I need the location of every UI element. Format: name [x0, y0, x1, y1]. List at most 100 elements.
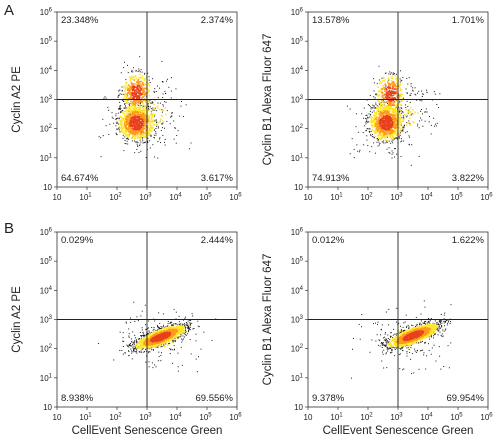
event-dot: [134, 86, 137, 89]
event-dot: [373, 121, 376, 124]
event-dot: [392, 86, 394, 89]
event-dot: [123, 122, 126, 124]
event-dot: [141, 334, 143, 336]
event-dot: [421, 113, 423, 115]
event-dot: [172, 362, 174, 364]
event-dot: [136, 134, 138, 137]
event-dot: [395, 132, 398, 135]
event-dot: [195, 340, 197, 342]
event-dot: [158, 328, 160, 330]
event-dot: [408, 328, 410, 330]
event-dot: [127, 116, 130, 118]
event-dot: [398, 322, 400, 324]
event-dot: [116, 122, 118, 124]
event-dot: [381, 141, 383, 143]
event-dot: [402, 326, 404, 328]
event-dot: [388, 122, 390, 124]
event-dot: [123, 67, 125, 69]
event-dot: [141, 106, 144, 109]
event-dot: [399, 333, 401, 336]
event-dot: [133, 348, 135, 350]
event-dot: [171, 341, 174, 344]
event-dot: [140, 124, 143, 126]
event-dot: [195, 358, 197, 360]
event-dot: [187, 326, 189, 328]
event-dot: [134, 115, 136, 117]
event-dot: [144, 127, 146, 130]
event-dot: [123, 97, 125, 100]
event-dot: [401, 120, 404, 122]
event-dot: [143, 141, 145, 143]
event-dot: [148, 100, 150, 102]
event-dot: [382, 107, 384, 109]
event-dot: [445, 328, 447, 330]
event-dot: [174, 332, 177, 334]
event-dot: [154, 115, 156, 117]
event-dot: [136, 124, 139, 126]
event-dot: [443, 314, 445, 316]
event-dot: [215, 318, 217, 320]
event-dot: [433, 323, 436, 326]
event-dot: [166, 78, 168, 80]
event-dot: [441, 335, 443, 337]
event-dot: [401, 108, 403, 110]
event-dot: [439, 320, 441, 322]
event-dot: [131, 140, 133, 142]
event-dot: [376, 105, 378, 107]
event-dot: [118, 94, 120, 96]
event-dot: [388, 132, 390, 134]
event-dot: [187, 320, 189, 322]
event-dot: [118, 108, 120, 110]
event-dot: [142, 337, 145, 340]
event-dot: [142, 84, 145, 86]
event-dot: [121, 128, 123, 131]
event-dot: [124, 106, 126, 108]
event-dot: [147, 100, 150, 103]
event-dot: [399, 332, 402, 335]
event-dot: [160, 346, 162, 348]
event-dot: [443, 366, 445, 368]
event-dot: [98, 136, 100, 138]
event-dot: [393, 73, 395, 75]
event-dot: [401, 99, 403, 102]
event-dot: [413, 326, 416, 329]
event-dot: [129, 91, 131, 94]
event-dot: [138, 338, 140, 340]
event-dot: [159, 102, 161, 104]
event-dot: [147, 110, 149, 112]
event-dot: [437, 323, 439, 325]
event-dot: [137, 112, 140, 114]
event-dot: [377, 121, 379, 123]
event-dot: [175, 326, 177, 328]
event-dot: [406, 352, 408, 354]
event-dot: [392, 345, 394, 348]
event-dot: [375, 131, 377, 134]
event-dot: [417, 112, 419, 114]
event-dot: [134, 133, 137, 135]
event-dot: [134, 91, 136, 94]
event-dot: [129, 90, 131, 92]
event-dot: [139, 347, 141, 349]
event-dots: [351, 300, 452, 379]
event-dot: [355, 126, 357, 128]
event-dot: [117, 128, 119, 130]
event-dot: [159, 120, 161, 123]
event-dot: [133, 140, 135, 142]
event-dot: [152, 78, 154, 80]
event-dot: [399, 83, 402, 85]
event-dot: [421, 100, 423, 102]
event-dot: [129, 345, 131, 347]
event-dot: [162, 120, 164, 122]
event-dot: [383, 136, 385, 138]
event-dot: [171, 326, 173, 328]
event-dot: [432, 324, 434, 327]
event-dot: [391, 153, 393, 155]
event-dot: [425, 336, 428, 338]
event-dot: [170, 116, 172, 118]
event-dot: [412, 87, 414, 89]
event-dot: [175, 142, 177, 144]
event-dot: [189, 320, 191, 322]
event-dot: [361, 314, 363, 316]
event-dot: [373, 112, 376, 114]
event-dot: [406, 344, 408, 346]
